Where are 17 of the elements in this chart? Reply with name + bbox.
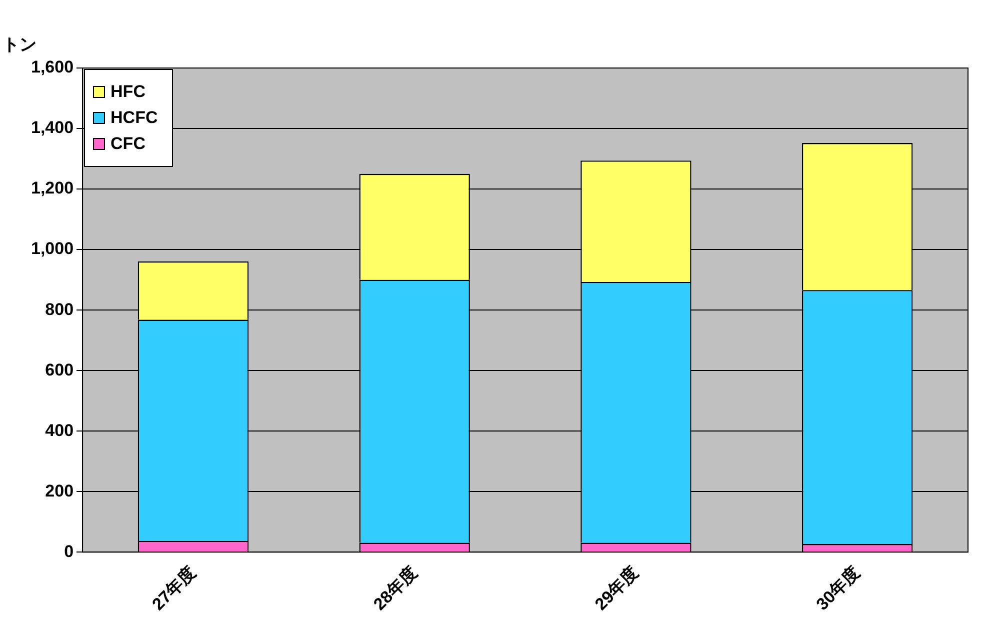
legend-label: HCFC [110,108,158,128]
y-tick-label: 1,200 [30,178,74,198]
x-tick-label: 28年度 [370,563,421,614]
x-tick-label: 27年度 [148,563,200,614]
y-tick-label: 800 [45,300,74,319]
x-tick-label: 30年度 [812,563,864,614]
y-tick-label: 1,000 [30,239,74,258]
x-tick-label: 29年度 [591,563,642,614]
y-tick-label: 400 [45,420,74,440]
legend-label: CFC [110,134,146,154]
y-axis-title: トン [2,35,37,54]
legend-label: HFC [110,82,146,102]
y-tick-label: 1,600 [30,58,74,77]
y-tick-label: 200 [45,481,74,500]
y-tick-label: 1,400 [30,118,74,138]
y-tick-label: 600 [45,360,74,380]
y-tick-label: 0 [64,542,74,561]
